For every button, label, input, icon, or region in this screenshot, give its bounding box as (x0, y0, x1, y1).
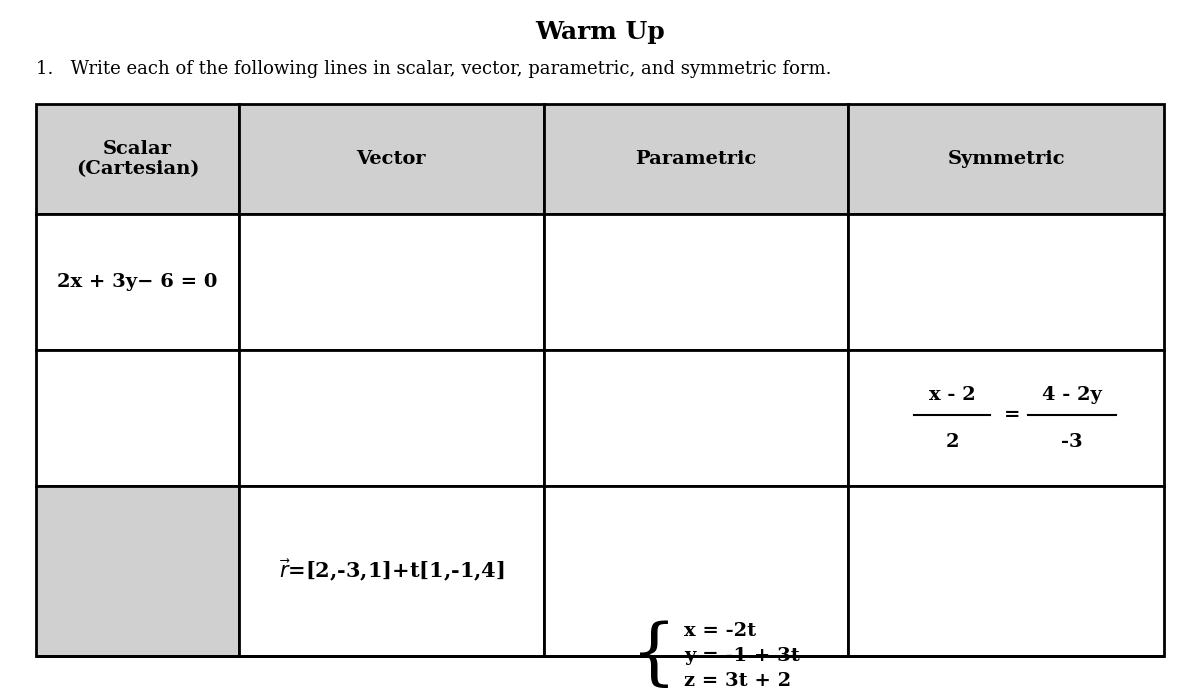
Text: {: { (631, 620, 677, 691)
Bar (848, 104, 1164, 214)
Text: 2x + 3y− 6 = 0: 2x + 3y− 6 = 0 (58, 273, 217, 291)
Text: Vector: Vector (356, 150, 426, 168)
Text: 4 - 2y: 4 - 2y (1042, 386, 1102, 404)
Bar (239, 104, 544, 214)
Bar (36, 486, 239, 656)
Text: $\vec{r}$=[2,-3,1]+t[1,-1,4]: $\vec{r}$=[2,-3,1]+t[1,-1,4] (278, 558, 504, 584)
Text: x - 2: x - 2 (929, 386, 976, 404)
Text: 1.   Write each of the following lines in scalar, vector, parametric, and symmet: 1. Write each of the following lines in … (36, 60, 832, 78)
Text: -3: -3 (1061, 432, 1082, 450)
Bar (544, 350, 848, 486)
Text: x = -2t: x = -2t (684, 622, 756, 640)
Bar (544, 486, 848, 656)
Text: y = -1 + 3t: y = -1 + 3t (684, 647, 799, 665)
Bar (239, 486, 544, 656)
Bar (848, 214, 1164, 350)
Bar (544, 104, 848, 214)
Bar (544, 214, 848, 350)
Text: =: = (1004, 406, 1020, 424)
Bar (239, 214, 544, 350)
Bar (36, 350, 239, 486)
Bar (36, 214, 239, 350)
Text: Symmetric: Symmetric (947, 150, 1064, 168)
Text: 2: 2 (946, 432, 959, 450)
Bar (848, 350, 1164, 486)
Bar (36, 104, 239, 214)
Bar (239, 350, 544, 486)
Text: Parametric: Parametric (635, 150, 756, 168)
Text: Warm Up: Warm Up (535, 20, 665, 44)
Bar (848, 486, 1164, 656)
Text: z = 3t + 2: z = 3t + 2 (684, 672, 791, 691)
Text: Scalar
(Cartesian): Scalar (Cartesian) (76, 139, 199, 178)
